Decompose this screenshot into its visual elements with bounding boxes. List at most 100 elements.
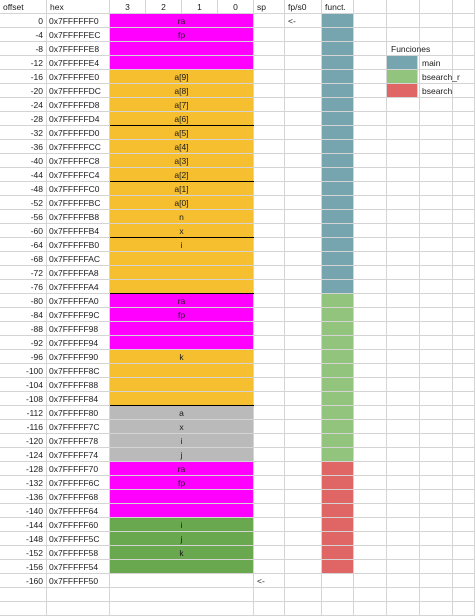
stack-slot-cell[interactable]: a[8] xyxy=(110,84,254,98)
fp-pointer-cell[interactable] xyxy=(285,378,322,392)
sp-pointer-cell[interactable] xyxy=(254,140,285,154)
empty-cell[interactable] xyxy=(354,448,387,462)
empty-cell[interactable] xyxy=(354,294,387,308)
stack-slot-cell[interactable] xyxy=(110,252,254,266)
hex-address-cell[interactable]: 0x7FFFFFD0 xyxy=(47,126,110,140)
empty-cell[interactable] xyxy=(387,168,420,182)
offset-cell[interactable]: -24 xyxy=(0,98,47,112)
offset-cell[interactable]: -36 xyxy=(0,140,47,154)
empty-cell[interactable] xyxy=(354,154,387,168)
fp-pointer-cell[interactable] xyxy=(285,168,322,182)
function-color-cell[interactable] xyxy=(322,574,354,588)
sp-pointer-cell[interactable] xyxy=(254,476,285,490)
empty-cell[interactable] xyxy=(453,14,475,28)
hex-address-cell[interactable]: 0x7FFFFFA0 xyxy=(47,294,110,308)
empty-cell[interactable] xyxy=(354,280,387,294)
function-color-cell[interactable] xyxy=(322,420,354,434)
sp-pointer-cell[interactable] xyxy=(254,126,285,140)
hex-address-cell[interactable]: 0x7FFFFF58 xyxy=(47,546,110,560)
empty-cell[interactable] xyxy=(354,336,387,350)
hex-address-cell[interactable]: 0x7FFFFFC4 xyxy=(47,168,110,182)
empty-cell[interactable] xyxy=(453,252,475,266)
stack-slot-cell[interactable]: a xyxy=(110,406,254,420)
empty-cell[interactable] xyxy=(387,574,420,588)
empty-cell[interactable] xyxy=(354,14,387,28)
offset-cell[interactable]: -112 xyxy=(0,406,47,420)
empty-cell[interactable] xyxy=(354,266,387,280)
offset-cell[interactable]: -116 xyxy=(0,420,47,434)
offset-cell[interactable]: -148 xyxy=(0,532,47,546)
fp-pointer-cell[interactable]: <- xyxy=(285,14,322,28)
empty-cell[interactable] xyxy=(453,560,475,574)
function-color-cell[interactable] xyxy=(322,546,354,560)
empty-cell[interactable] xyxy=(354,210,387,224)
hex-address-cell[interactable]: 0x7FFFFF9C xyxy=(47,308,110,322)
empty-cell[interactable] xyxy=(354,252,387,266)
empty-cell[interactable] xyxy=(387,504,420,518)
stack-slot-cell[interactable] xyxy=(110,336,254,350)
stack-slot-cell[interactable]: x xyxy=(110,420,254,434)
empty-cell[interactable] xyxy=(453,322,475,336)
header-byte-0[interactable]: 0 xyxy=(218,0,254,14)
fp-pointer-cell[interactable] xyxy=(285,70,322,84)
hex-address-cell[interactable]: 0x7FFFFFF0 xyxy=(47,14,110,28)
empty-cell[interactable] xyxy=(387,98,420,112)
empty-cell[interactable] xyxy=(420,532,453,546)
empty-cell[interactable] xyxy=(354,224,387,238)
header-empty-cell[interactable] xyxy=(387,0,420,14)
empty-cell[interactable] xyxy=(387,252,420,266)
offset-cell[interactable]: -56 xyxy=(0,210,47,224)
empty-cell[interactable] xyxy=(354,392,387,406)
empty-cell[interactable] xyxy=(387,364,420,378)
empty-cell[interactable] xyxy=(354,504,387,518)
empty-cell[interactable] xyxy=(453,518,475,532)
offset-cell[interactable]: -160 xyxy=(0,574,47,588)
offset-cell[interactable]: -88 xyxy=(0,322,47,336)
function-color-cell[interactable] xyxy=(322,476,354,490)
sp-pointer-cell[interactable] xyxy=(254,406,285,420)
empty-cell[interactable] xyxy=(387,406,420,420)
hex-address-cell[interactable]: 0x7FFFFFAC xyxy=(47,252,110,266)
empty-cell[interactable] xyxy=(420,42,453,56)
empty-cell[interactable] xyxy=(0,588,47,602)
function-color-cell[interactable] xyxy=(322,518,354,532)
empty-cell[interactable] xyxy=(387,294,420,308)
empty-cell[interactable] xyxy=(420,182,453,196)
empty-cell[interactable] xyxy=(420,504,453,518)
empty-cell[interactable] xyxy=(354,420,387,434)
empty-cell[interactable] xyxy=(453,98,475,112)
hex-address-cell[interactable]: 0x7FFFFF7C xyxy=(47,420,110,434)
sp-pointer-cell[interactable] xyxy=(254,266,285,280)
empty-cell[interactable] xyxy=(354,434,387,448)
sp-pointer-cell[interactable] xyxy=(254,490,285,504)
stack-slot-cell[interactable]: a[1] xyxy=(110,182,254,196)
offset-cell[interactable]: -108 xyxy=(0,392,47,406)
empty-cell[interactable] xyxy=(453,420,475,434)
offset-cell[interactable]: -28 xyxy=(0,112,47,126)
hex-address-cell[interactable]: 0x7FFFFF60 xyxy=(47,518,110,532)
empty-cell[interactable] xyxy=(453,588,475,602)
empty-cell[interactable] xyxy=(387,434,420,448)
empty-cell[interactable] xyxy=(354,42,387,56)
offset-cell[interactable]: -4 xyxy=(0,28,47,42)
fp-pointer-cell[interactable] xyxy=(285,322,322,336)
empty-cell[interactable] xyxy=(453,168,475,182)
hex-address-cell[interactable]: 0x7FFFFF80 xyxy=(47,406,110,420)
empty-cell[interactable] xyxy=(387,42,420,56)
empty-cell[interactable] xyxy=(453,546,475,560)
fp-pointer-cell[interactable] xyxy=(285,518,322,532)
hex-address-cell[interactable]: 0x7FFFFFD8 xyxy=(47,98,110,112)
empty-cell[interactable] xyxy=(322,602,354,616)
offset-cell[interactable]: -16 xyxy=(0,70,47,84)
stack-slot-cell[interactable]: k xyxy=(110,350,254,364)
sp-pointer-cell[interactable] xyxy=(254,560,285,574)
empty-cell[interactable] xyxy=(354,476,387,490)
stack-slot-cell[interactable]: n xyxy=(110,210,254,224)
sp-pointer-cell[interactable] xyxy=(254,182,285,196)
sp-pointer-cell[interactable] xyxy=(254,392,285,406)
fp-pointer-cell[interactable] xyxy=(285,476,322,490)
fp-pointer-cell[interactable] xyxy=(285,182,322,196)
offset-cell[interactable]: -20 xyxy=(0,84,47,98)
empty-cell[interactable] xyxy=(420,210,453,224)
hex-address-cell[interactable]: 0x7FFFFFA4 xyxy=(47,280,110,294)
